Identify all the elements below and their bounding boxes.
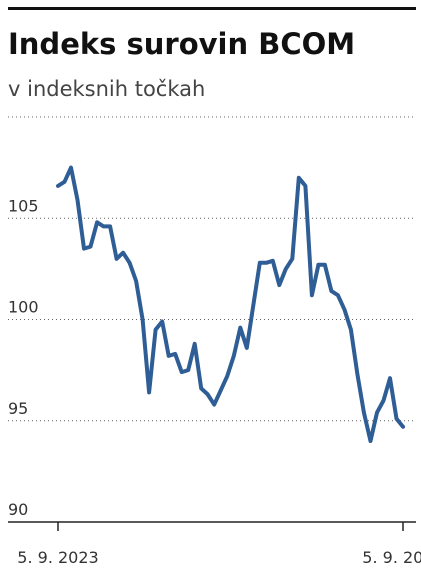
top-rule bbox=[8, 7, 416, 10]
data-line bbox=[56, 165, 405, 443]
y-tick-label: 95 bbox=[8, 399, 28, 418]
y-tick-label: 105 bbox=[8, 196, 39, 215]
x-tick-label: 5. 9. 2024 bbox=[362, 548, 421, 567]
chart-subtitle: v indeksnih točkah bbox=[8, 77, 205, 101]
x-tick-label: 5. 9. 2023 bbox=[17, 548, 98, 567]
y-tick-label: 100 bbox=[8, 298, 39, 317]
chart-title: Indeks surovin BCOM bbox=[8, 27, 355, 61]
y-tick-label: 90 bbox=[8, 500, 28, 519]
